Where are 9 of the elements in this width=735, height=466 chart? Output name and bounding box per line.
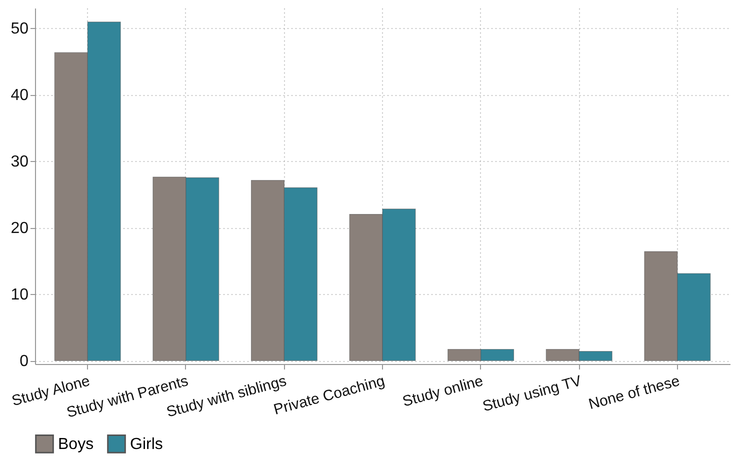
y-tick-label: 20 [10,220,29,238]
y-tick-label: 30 [10,154,29,171]
legend-label: Girls [130,436,163,453]
y-tick-label: 0 [20,353,29,370]
x-tick-label: None of these [586,372,682,414]
y-tick-label: 40 [10,87,29,104]
y-tick-label: 10 [10,286,29,304]
legend-label: Boys [58,436,94,453]
y-tick-label: 50 [10,20,29,38]
